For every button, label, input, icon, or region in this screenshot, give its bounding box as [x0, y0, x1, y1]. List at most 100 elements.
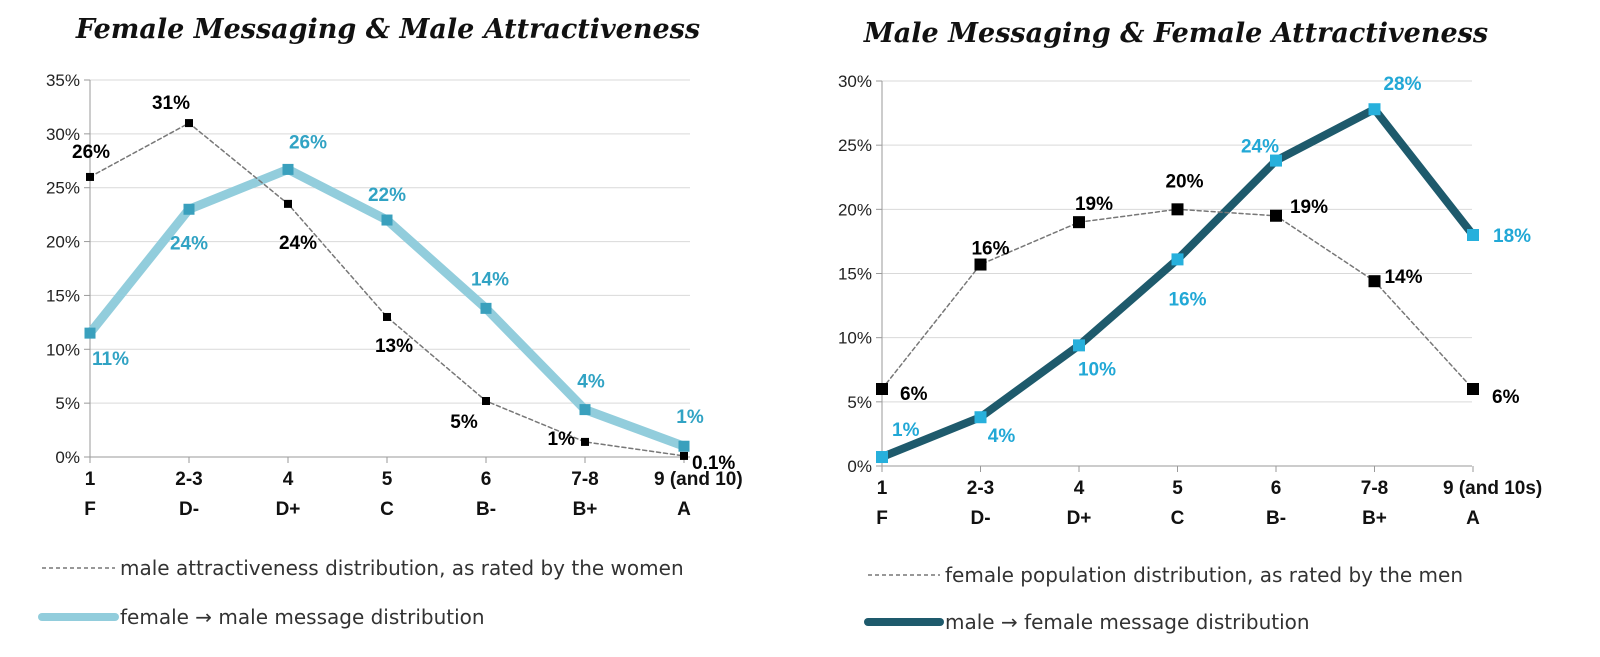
left-series-1-data-label: 24% — [170, 233, 208, 254]
right-chart-title: Male Messaging & Female Attractiveness — [863, 18, 1488, 49]
left-legend-item-2: female → male message distribution — [120, 605, 485, 629]
left-x-axis-ticks: 1 F 2-3 D- 4 D+ 5 C 6 B- 7-8 B+ 9 (and 10) A — [84, 469, 743, 520]
right-series-0-marker[interactable] — [1073, 216, 1085, 229]
left-data-labels: 11% 24% 26% 22% 14% 4% 1% 26% 31% 24% 13% 5% 1% 0.1% — [72, 93, 735, 474]
right-x-tick-label: 4 — [1074, 478, 1085, 499]
left-series-0-data-label: 1% — [548, 429, 576, 450]
left-x-tick-label: 9 (and 10) — [654, 469, 743, 490]
left-series-0-line — [89, 122, 685, 457]
left-x-grade-label: B- — [476, 499, 496, 520]
left-series-0-data-label: 31% — [152, 93, 190, 114]
right-x-tick-label: 2-3 — [967, 478, 994, 499]
left-x-grade-label: B+ — [573, 499, 598, 520]
left-series-group — [84, 119, 690, 460]
right-legend[interactable]: female population distribution, as rated… — [864, 563, 1463, 634]
left-x-grade-label: D- — [179, 499, 199, 520]
left-x-grade-label: D+ — [276, 499, 301, 520]
left-chart: Female Messaging & Male Attractiveness 0… — [38, 14, 743, 629]
left-series-0-marker[interactable] — [482, 396, 490, 405]
left-y-tick-label: 15% — [46, 286, 80, 305]
left-y-tick-label: 20% — [46, 233, 80, 252]
right-series-0-data-label: 14% — [1384, 267, 1422, 288]
left-x-grade-label: A — [677, 499, 691, 520]
left-series-1-data-label: 11% — [92, 349, 129, 370]
left-y-tick-label: 5% — [55, 394, 80, 413]
left-legend[interactable]: male attractiveness distribution, as rat… — [38, 556, 684, 629]
right-series-1-data-label: 28% — [1383, 74, 1421, 95]
right-x-grade-label: F — [876, 508, 888, 529]
right-series-0-data-label: 19% — [1290, 197, 1328, 218]
left-series-1-marker[interactable] — [381, 214, 393, 226]
right-x-grade-label: D- — [970, 508, 990, 529]
left-series-1-data-label: 14% — [471, 269, 509, 290]
right-x-grade-label: B- — [1266, 508, 1286, 529]
right-series-1-marker[interactable] — [1073, 339, 1085, 352]
left-series-0-marker[interactable] — [86, 172, 94, 181]
right-series-1-marker[interactable] — [974, 411, 987, 424]
right-series-0-data-label: 6% — [1492, 387, 1520, 408]
right-x-tick-label: 5 — [1172, 478, 1183, 499]
right-x-grade-label: A — [1466, 508, 1480, 529]
right-series-0-marker[interactable] — [1467, 383, 1479, 395]
left-series-0-data-label: 26% — [72, 142, 110, 163]
left-series-1-data-label: 26% — [289, 132, 327, 153]
left-series-0-marker[interactable] — [185, 119, 193, 128]
right-series-1-marker[interactable] — [1467, 229, 1479, 241]
right-series-1-data-label: 1% — [892, 420, 920, 441]
right-y-tick-label: 20% — [838, 200, 872, 219]
left-series-0-marker[interactable] — [680, 451, 688, 460]
left-series-1-data-label: 1% — [676, 407, 704, 428]
right-series-0-marker[interactable] — [1171, 203, 1184, 216]
right-series-1-marker[interactable] — [1270, 154, 1282, 167]
left-series-1-marker[interactable] — [84, 327, 96, 339]
left-series-1-line — [85, 164, 689, 451]
left-series-1-marker[interactable] — [678, 440, 690, 452]
right-series-1-marker[interactable] — [1368, 103, 1381, 116]
left-x-tick-label: 6 — [481, 469, 492, 490]
left-gridlines — [84, 79, 690, 463]
right-chart: Male Messaging & Female Attractiveness 0… — [838, 18, 1542, 634]
left-series-1-marker[interactable] — [183, 203, 195, 215]
left-series-0-marker[interactable] — [383, 312, 391, 321]
left-y-tick-label: 25% — [46, 179, 80, 198]
left-x-tick-label: 7-8 — [571, 469, 598, 490]
left-y-tick-label: 0% — [55, 448, 80, 467]
right-data-labels: 1% 4% 10% 16% 24% 28% 18% 6% 16% 19% 20% 19% 14% 6% — [892, 74, 1531, 447]
right-legend-item-2: male → female message distribution — [945, 610, 1310, 634]
right-series-0-data-label: 20% — [1165, 171, 1203, 192]
left-series-1-marker[interactable] — [579, 404, 591, 416]
right-x-tick-label: 7-8 — [1361, 478, 1388, 499]
right-series-1-data-label: 24% — [1241, 137, 1279, 158]
right-series-0-marker[interactable] — [1270, 209, 1282, 222]
left-series-1-marker[interactable] — [480, 302, 492, 314]
left-x-grade-label: F — [84, 499, 96, 520]
right-series-0-marker[interactable] — [1368, 275, 1381, 288]
right-series-1-data-label: 10% — [1078, 359, 1116, 380]
left-series-0-marker[interactable] — [581, 437, 589, 446]
left-y-tick-label: 10% — [46, 340, 80, 359]
right-series-group — [876, 103, 1479, 464]
right-series-0-data-label: 6% — [900, 384, 928, 405]
left-series-0-data-label: 5% — [450, 412, 478, 433]
left-y-tick-label: 30% — [46, 125, 80, 144]
right-legend-item-1: female population distribution, as rated… — [945, 563, 1463, 587]
left-series-1-marker[interactable] — [282, 163, 294, 175]
right-series-1-marker[interactable] — [1171, 253, 1184, 266]
right-series-0-marker[interactable] — [876, 383, 888, 395]
right-series-0-data-label: 19% — [1075, 194, 1113, 215]
right-x-tick-label: 1 — [877, 478, 888, 499]
right-x-grade-label: B+ — [1362, 508, 1387, 529]
right-x-axis-ticks: 1 F 2-3 D- 4 D+ 5 C 6 B- 7-8 B+ 9 (and 10s) A — [876, 478, 1542, 529]
right-x-grade-label: D+ — [1067, 508, 1092, 529]
right-y-tick-label: 5% — [847, 393, 872, 412]
right-series-1-marker[interactable] — [876, 451, 888, 464]
left-series-0-data-label: 13% — [375, 336, 413, 357]
right-y-tick-label: 15% — [838, 265, 872, 284]
right-y-tick-label: 0% — [847, 457, 872, 476]
left-x-tick-label: 5 — [382, 469, 393, 490]
left-series-1-data-label: 4% — [577, 372, 605, 393]
left-series-0-marker[interactable] — [284, 199, 292, 208]
left-chart-title: Female Messaging & Male Attractiveness — [75, 14, 700, 45]
right-series-0-marker[interactable] — [974, 258, 987, 271]
